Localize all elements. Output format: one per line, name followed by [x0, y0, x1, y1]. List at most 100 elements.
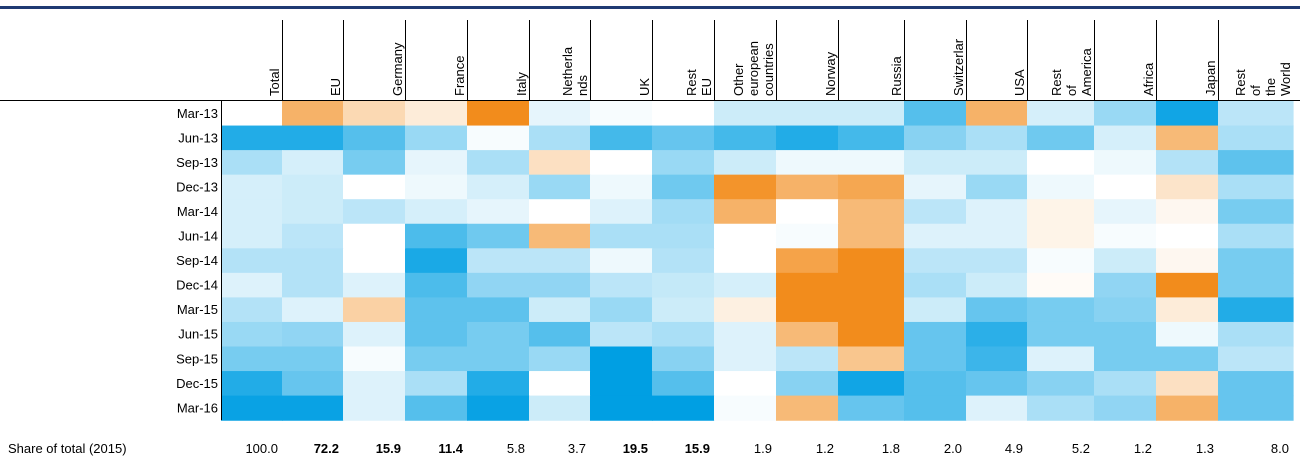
heat-cell	[343, 346, 406, 372]
heat-cell	[1027, 174, 1095, 200]
heat-cell	[966, 199, 1028, 225]
heat-cell	[467, 346, 530, 372]
heat-cell	[343, 101, 406, 127]
heat-cell	[652, 346, 715, 372]
row-label: Sep-14	[176, 253, 218, 268]
heat-cell	[590, 150, 653, 176]
footer-value: 100.0	[245, 441, 278, 456]
heat-cell	[1156, 125, 1219, 151]
heat-cell	[652, 199, 715, 225]
column-header-text: Switzerlar	[951, 38, 966, 96]
heat-cell	[1218, 101, 1294, 127]
heat-cell	[467, 248, 530, 274]
heat-cell	[405, 272, 468, 298]
row-label: Mar-14	[177, 204, 218, 219]
column-headers: Total EU Germany France Italy Netherla nds UK Re…	[267, 38, 1293, 96]
heat-cell	[776, 371, 839, 397]
heat-cell	[405, 371, 468, 397]
heat-cell	[652, 150, 715, 176]
heat-cell	[714, 223, 777, 249]
heat-cell	[590, 395, 653, 421]
heat-cell	[838, 248, 905, 274]
column-header-text: countries	[761, 43, 776, 96]
heat-cell	[904, 199, 967, 225]
heat-cell	[1027, 297, 1095, 323]
heat-cell	[966, 101, 1028, 127]
heat-cell	[1218, 150, 1294, 176]
heat-cell	[221, 223, 283, 249]
heat-cell	[282, 125, 344, 151]
column-header-text: Italy	[514, 72, 529, 96]
heat-cell	[1156, 371, 1219, 397]
heat-cell	[1156, 346, 1219, 372]
heat-cell	[714, 395, 777, 421]
heat-cell	[714, 321, 777, 348]
heat-cell	[904, 346, 967, 372]
footer-value: 19.5	[623, 441, 648, 456]
heat-cell	[343, 223, 406, 249]
heat-cell	[1027, 150, 1095, 176]
heat-cell	[904, 371, 967, 397]
heat-cell	[1218, 174, 1294, 200]
heat-cell	[1094, 223, 1157, 249]
heat-cell	[405, 150, 468, 176]
heat-cell	[221, 371, 283, 397]
heat-cell	[529, 199, 591, 225]
heat-cell	[652, 223, 715, 249]
heat-cell	[966, 272, 1028, 298]
heat-cell	[467, 223, 530, 249]
row-label: Mar-15	[177, 302, 218, 317]
column-header-text: UK	[637, 78, 652, 96]
heat-cell	[714, 150, 777, 176]
row-labels: Mar-13 Jun-13 Sep-13 Dec-13 Mar-14 Jun-14 Sep-…	[176, 106, 218, 416]
heat-cell	[529, 371, 591, 397]
row-label: Sep-15	[176, 351, 218, 366]
heat-cell	[1027, 346, 1095, 372]
heat-cell	[590, 125, 653, 151]
heat-cell	[1156, 272, 1219, 298]
row-label: Mar-16	[177, 400, 218, 415]
column-header-text: EU	[699, 78, 714, 96]
heat-cell	[652, 371, 715, 397]
heat-cell	[904, 297, 967, 323]
heat-cell	[776, 321, 839, 348]
footer-label: Share of total (2015)	[8, 441, 127, 456]
heat-cell	[838, 371, 905, 397]
heat-cell	[467, 395, 530, 421]
row-label: Sep-13	[176, 155, 218, 170]
heat-cell	[714, 174, 777, 200]
column-header-text: Japan	[1203, 61, 1218, 96]
heat-cell	[1156, 223, 1219, 249]
heat-cell	[904, 174, 967, 200]
heat-cell	[529, 248, 591, 274]
heat-cell	[776, 199, 839, 225]
heat-cell	[1094, 371, 1157, 397]
heat-cell	[652, 395, 715, 421]
column-header-text: Rest	[1233, 69, 1248, 96]
heat-cell	[590, 321, 653, 348]
column-header-text: Total	[267, 68, 282, 96]
heat-cell	[838, 101, 905, 127]
column-header-text: USA	[1012, 69, 1027, 96]
heat-cell	[467, 199, 530, 225]
heat-cell	[966, 125, 1028, 151]
heat-cell	[714, 125, 777, 151]
heat-cell	[652, 297, 715, 323]
heat-cell	[1027, 199, 1095, 225]
heat-cell	[838, 174, 905, 200]
heat-cell	[221, 174, 283, 200]
heat-cell	[529, 174, 591, 200]
heat-cell	[904, 125, 967, 151]
heat-cell	[1156, 297, 1219, 323]
row-label: Mar-13	[177, 106, 218, 121]
heat-cell	[904, 223, 967, 249]
footer-value: 1.2	[1134, 441, 1152, 456]
heat-cell	[529, 395, 591, 421]
row-label: Jun-14	[178, 229, 218, 244]
footer-value: 15.9	[376, 441, 401, 456]
heat-cell	[1094, 248, 1157, 274]
heat-cell	[343, 248, 406, 274]
heat-cell	[282, 395, 344, 421]
heat-cell	[714, 248, 777, 274]
heat-cell	[966, 371, 1028, 397]
